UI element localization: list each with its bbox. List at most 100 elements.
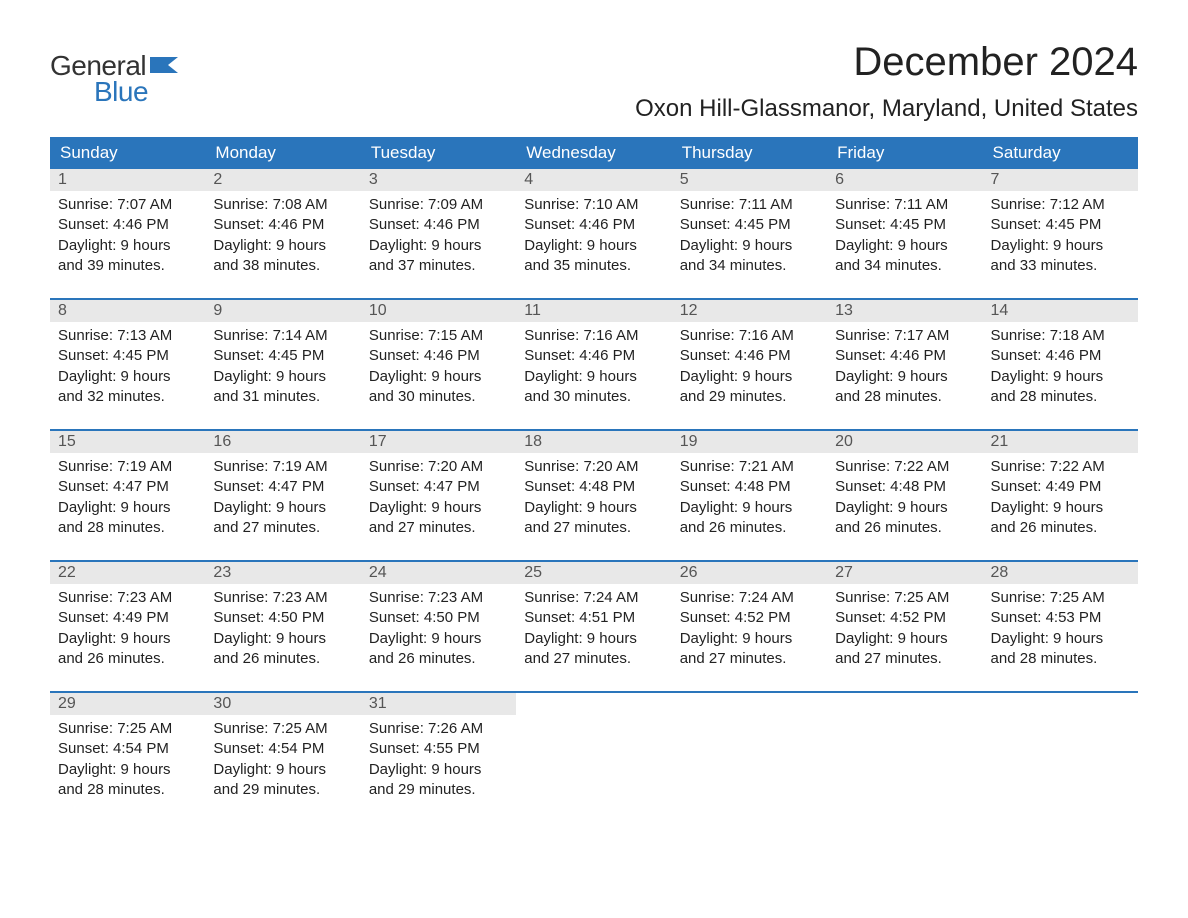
day-number: 3 bbox=[361, 169, 516, 191]
day-line: Daylight: 9 hours bbox=[524, 236, 663, 256]
day-line: Daylight: 9 hours bbox=[680, 236, 819, 256]
day-line: and 34 minutes. bbox=[680, 256, 819, 276]
day-details: Sunrise: 7:12 AMSunset: 4:45 PMDaylight:… bbox=[983, 191, 1138, 284]
day-line: Daylight: 9 hours bbox=[524, 367, 663, 387]
day-details: Sunrise: 7:14 AMSunset: 4:45 PMDaylight:… bbox=[205, 322, 360, 415]
day-number: 30 bbox=[205, 693, 360, 715]
day-number: 25 bbox=[516, 562, 671, 584]
day-number: 2 bbox=[205, 169, 360, 191]
day-details: Sunrise: 7:07 AMSunset: 4:46 PMDaylight:… bbox=[50, 191, 205, 284]
day-number: 7 bbox=[983, 169, 1138, 191]
day-number: 5 bbox=[672, 169, 827, 191]
calendar-table: Sunday Monday Tuesday Wednesday Thursday… bbox=[50, 137, 1138, 823]
day-line: Sunset: 4:52 PM bbox=[835, 608, 974, 628]
day-line: Daylight: 9 hours bbox=[58, 236, 197, 256]
weekday-header: Saturday bbox=[983, 137, 1138, 169]
day-number: 10 bbox=[361, 300, 516, 322]
day-line: Daylight: 9 hours bbox=[213, 760, 352, 780]
day-line: Sunrise: 7:24 AM bbox=[524, 588, 663, 608]
calendar-day: 23Sunrise: 7:23 AMSunset: 4:50 PMDayligh… bbox=[205, 562, 360, 692]
day-details: Sunrise: 7:25 AMSunset: 4:54 PMDaylight:… bbox=[205, 715, 360, 808]
day-line: Daylight: 9 hours bbox=[991, 367, 1130, 387]
calendar-day: 20Sunrise: 7:22 AMSunset: 4:48 PMDayligh… bbox=[827, 431, 982, 561]
day-number: 15 bbox=[50, 431, 205, 453]
day-line: and 27 minutes. bbox=[524, 518, 663, 538]
calendar-day: 30Sunrise: 7:25 AMSunset: 4:54 PMDayligh… bbox=[205, 693, 360, 823]
day-details: Sunrise: 7:24 AMSunset: 4:52 PMDaylight:… bbox=[672, 584, 827, 677]
calendar-day: 5Sunrise: 7:11 AMSunset: 4:45 PMDaylight… bbox=[672, 169, 827, 299]
day-line: Sunrise: 7:19 AM bbox=[58, 457, 197, 477]
day-line: and 32 minutes. bbox=[58, 387, 197, 407]
day-line: Daylight: 9 hours bbox=[58, 629, 197, 649]
day-line: Sunrise: 7:26 AM bbox=[369, 719, 508, 739]
day-line: Sunset: 4:46 PM bbox=[369, 346, 508, 366]
day-line: Sunrise: 7:08 AM bbox=[213, 195, 352, 215]
calendar-day: 25Sunrise: 7:24 AMSunset: 4:51 PMDayligh… bbox=[516, 562, 671, 692]
calendar-day bbox=[827, 693, 982, 823]
day-line: Daylight: 9 hours bbox=[680, 367, 819, 387]
day-number: 16 bbox=[205, 431, 360, 453]
day-line: Daylight: 9 hours bbox=[680, 498, 819, 518]
day-line: and 27 minutes. bbox=[213, 518, 352, 538]
day-number: 28 bbox=[983, 562, 1138, 584]
weekday-header-row: Sunday Monday Tuesday Wednesday Thursday… bbox=[50, 137, 1138, 169]
day-line: and 37 minutes. bbox=[369, 256, 508, 276]
day-line: Sunrise: 7:10 AM bbox=[524, 195, 663, 215]
day-details: Sunrise: 7:15 AMSunset: 4:46 PMDaylight:… bbox=[361, 322, 516, 415]
day-number: 27 bbox=[827, 562, 982, 584]
day-line: Daylight: 9 hours bbox=[58, 498, 197, 518]
day-line: Sunrise: 7:23 AM bbox=[58, 588, 197, 608]
logo: General Blue bbox=[50, 50, 184, 108]
day-details: Sunrise: 7:23 AMSunset: 4:50 PMDaylight:… bbox=[205, 584, 360, 677]
day-line: and 39 minutes. bbox=[58, 256, 197, 276]
calendar-day: 4Sunrise: 7:10 AMSunset: 4:46 PMDaylight… bbox=[516, 169, 671, 299]
day-details: Sunrise: 7:25 AMSunset: 4:53 PMDaylight:… bbox=[983, 584, 1138, 677]
day-number: 23 bbox=[205, 562, 360, 584]
day-line: Sunrise: 7:25 AM bbox=[58, 719, 197, 739]
day-line: Sunset: 4:46 PM bbox=[213, 215, 352, 235]
day-line: Sunset: 4:45 PM bbox=[835, 215, 974, 235]
day-line: Sunrise: 7:23 AM bbox=[213, 588, 352, 608]
day-line: Sunrise: 7:19 AM bbox=[213, 457, 352, 477]
calendar-day: 6Sunrise: 7:11 AMSunset: 4:45 PMDaylight… bbox=[827, 169, 982, 299]
day-line: Sunset: 4:55 PM bbox=[369, 739, 508, 759]
calendar-day: 29Sunrise: 7:25 AMSunset: 4:54 PMDayligh… bbox=[50, 693, 205, 823]
day-line: Sunrise: 7:21 AM bbox=[680, 457, 819, 477]
day-line: Sunrise: 7:12 AM bbox=[991, 195, 1130, 215]
day-line: Daylight: 9 hours bbox=[524, 498, 663, 518]
calendar-day bbox=[672, 693, 827, 823]
day-line: Sunrise: 7:11 AM bbox=[835, 195, 974, 215]
day-number: 1 bbox=[50, 169, 205, 191]
day-details: Sunrise: 7:20 AMSunset: 4:48 PMDaylight:… bbox=[516, 453, 671, 546]
weekday-header: Thursday bbox=[672, 137, 827, 169]
day-line: and 28 minutes. bbox=[991, 387, 1130, 407]
day-line: Sunrise: 7:22 AM bbox=[835, 457, 974, 477]
day-line: Sunset: 4:50 PM bbox=[369, 608, 508, 628]
day-details: Sunrise: 7:10 AMSunset: 4:46 PMDaylight:… bbox=[516, 191, 671, 284]
day-line: Daylight: 9 hours bbox=[991, 236, 1130, 256]
calendar-day: 24Sunrise: 7:23 AMSunset: 4:50 PMDayligh… bbox=[361, 562, 516, 692]
day-line: Sunset: 4:48 PM bbox=[835, 477, 974, 497]
day-number: 12 bbox=[672, 300, 827, 322]
day-line: and 38 minutes. bbox=[213, 256, 352, 276]
day-line: Sunset: 4:49 PM bbox=[991, 477, 1130, 497]
day-details: Sunrise: 7:24 AMSunset: 4:51 PMDaylight:… bbox=[516, 584, 671, 677]
day-line: Sunrise: 7:20 AM bbox=[369, 457, 508, 477]
day-number: 18 bbox=[516, 431, 671, 453]
day-line: Sunset: 4:48 PM bbox=[524, 477, 663, 497]
calendar-week: 22Sunrise: 7:23 AMSunset: 4:49 PMDayligh… bbox=[50, 562, 1138, 692]
day-line: Daylight: 9 hours bbox=[369, 498, 508, 518]
day-number: 6 bbox=[827, 169, 982, 191]
day-number: 4 bbox=[516, 169, 671, 191]
day-line: and 27 minutes. bbox=[524, 649, 663, 669]
calendar-day: 10Sunrise: 7:15 AMSunset: 4:46 PMDayligh… bbox=[361, 300, 516, 430]
day-line: Daylight: 9 hours bbox=[835, 236, 974, 256]
day-line: Sunset: 4:47 PM bbox=[213, 477, 352, 497]
day-line: Daylight: 9 hours bbox=[213, 367, 352, 387]
day-line: and 26 minutes. bbox=[991, 518, 1130, 538]
day-details: Sunrise: 7:11 AMSunset: 4:45 PMDaylight:… bbox=[827, 191, 982, 284]
day-details: Sunrise: 7:25 AMSunset: 4:54 PMDaylight:… bbox=[50, 715, 205, 808]
calendar-day: 9Sunrise: 7:14 AMSunset: 4:45 PMDaylight… bbox=[205, 300, 360, 430]
title-block: December 2024 Oxon Hill-Glassmanor, Mary… bbox=[635, 40, 1138, 123]
day-line: Sunset: 4:45 PM bbox=[680, 215, 819, 235]
